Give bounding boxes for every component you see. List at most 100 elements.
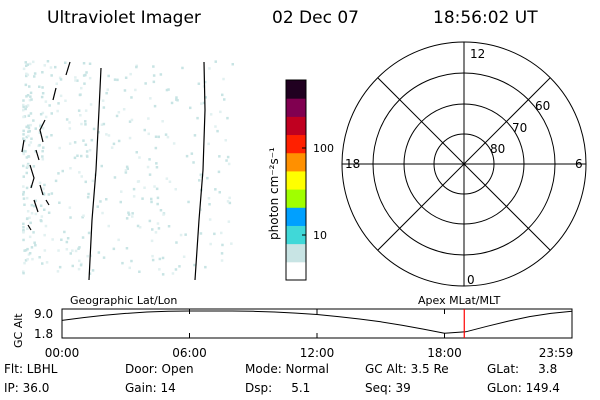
colorbar-band bbox=[286, 98, 306, 117]
emission-point bbox=[25, 105, 28, 108]
emission-point bbox=[54, 65, 57, 69]
emission-point bbox=[151, 254, 154, 258]
emission-point bbox=[178, 265, 181, 268]
emission-point bbox=[189, 106, 192, 110]
emission-point bbox=[59, 78, 63, 81]
time-label: 18:56:02 UT bbox=[433, 8, 538, 28]
emission-point bbox=[82, 62, 86, 65]
emission-point bbox=[144, 82, 147, 85]
emission-point bbox=[80, 86, 83, 90]
emission-point bbox=[26, 73, 30, 77]
emission-point bbox=[165, 177, 169, 180]
emission-point bbox=[168, 180, 172, 183]
emission-point bbox=[32, 204, 36, 208]
date-label: 02 Dec 07 bbox=[272, 8, 359, 28]
emission-point bbox=[43, 208, 46, 211]
emission-point bbox=[101, 99, 105, 102]
emission-point bbox=[26, 217, 29, 220]
emission-point bbox=[76, 154, 79, 157]
meridian-line-west bbox=[88, 67, 102, 281]
emission-point bbox=[157, 135, 160, 139]
emission-point bbox=[23, 249, 26, 252]
emission-point bbox=[38, 85, 41, 88]
emission-point bbox=[50, 112, 53, 115]
emission-point bbox=[25, 135, 28, 139]
emission-point bbox=[30, 137, 33, 140]
emission-point bbox=[124, 169, 128, 172]
emission-point bbox=[25, 186, 29, 190]
emission-point bbox=[50, 192, 54, 195]
emission-point bbox=[199, 232, 203, 235]
emission-point bbox=[39, 124, 42, 128]
filter-readout: Flt: LBHL bbox=[4, 362, 58, 376]
emission-point bbox=[154, 231, 158, 234]
emission-point bbox=[24, 249, 28, 252]
emission-point bbox=[34, 199, 37, 202]
emission-point bbox=[156, 202, 159, 206]
emission-point bbox=[146, 165, 150, 169]
emission-point bbox=[26, 162, 30, 166]
emission-point bbox=[167, 88, 170, 91]
emission-point bbox=[148, 219, 152, 223]
emission-point bbox=[41, 111, 45, 115]
x-tick-label: 18:00 bbox=[427, 346, 462, 360]
emission-point bbox=[167, 225, 171, 228]
emission-point bbox=[117, 139, 121, 143]
emission-point bbox=[80, 175, 83, 178]
emission-point bbox=[193, 263, 196, 267]
emission-point bbox=[159, 209, 163, 212]
emission-point bbox=[78, 171, 81, 174]
emission-point bbox=[84, 143, 88, 146]
emission-point bbox=[91, 179, 95, 183]
door-readout: Door: Open bbox=[125, 362, 194, 376]
mlt-label-6: 6 bbox=[575, 157, 583, 171]
emission-point bbox=[112, 247, 116, 251]
emission-point bbox=[216, 129, 219, 133]
emission-point bbox=[77, 267, 81, 271]
emission-point bbox=[162, 213, 165, 216]
emission-point bbox=[147, 132, 150, 136]
emission-point bbox=[30, 98, 33, 101]
emission-point bbox=[59, 94, 63, 98]
emission-point bbox=[86, 254, 89, 258]
emission-point bbox=[34, 212, 38, 216]
emission-point bbox=[84, 109, 88, 112]
emission-point bbox=[57, 249, 60, 252]
emission-point bbox=[23, 203, 26, 206]
emission-point bbox=[55, 82, 58, 85]
emission-point bbox=[77, 109, 81, 112]
emission-point bbox=[31, 257, 34, 261]
instrument-title: Ultraviolet Imager bbox=[47, 8, 201, 28]
emission-point bbox=[96, 205, 99, 208]
emission-point bbox=[102, 106, 106, 109]
emission-point bbox=[97, 251, 101, 254]
emission-point bbox=[25, 156, 29, 159]
emission-point bbox=[22, 150, 25, 153]
emission-point bbox=[58, 265, 62, 269]
emission-point bbox=[33, 241, 36, 244]
emission-point bbox=[200, 175, 203, 178]
emission-point bbox=[84, 120, 87, 123]
emission-point bbox=[33, 72, 37, 75]
emission-point bbox=[25, 95, 28, 98]
emission-point bbox=[46, 60, 50, 63]
emission-point bbox=[85, 150, 89, 153]
emission-point bbox=[45, 261, 49, 264]
emission-point bbox=[58, 146, 61, 150]
emission-point bbox=[83, 82, 86, 85]
emission-point bbox=[39, 219, 43, 222]
emission-point bbox=[74, 76, 77, 79]
emission-point bbox=[28, 252, 32, 255]
emission-point bbox=[208, 218, 212, 221]
emission-point bbox=[100, 123, 104, 126]
emission-point bbox=[199, 208, 202, 211]
emission-point bbox=[24, 259, 28, 262]
emission-point bbox=[22, 99, 25, 102]
emission-point bbox=[56, 270, 60, 273]
emission-point bbox=[69, 252, 72, 255]
emission-point bbox=[218, 155, 221, 158]
emission-point bbox=[47, 211, 51, 214]
emission-point bbox=[88, 272, 92, 275]
emission-point bbox=[123, 89, 127, 92]
emission-point bbox=[42, 146, 45, 149]
